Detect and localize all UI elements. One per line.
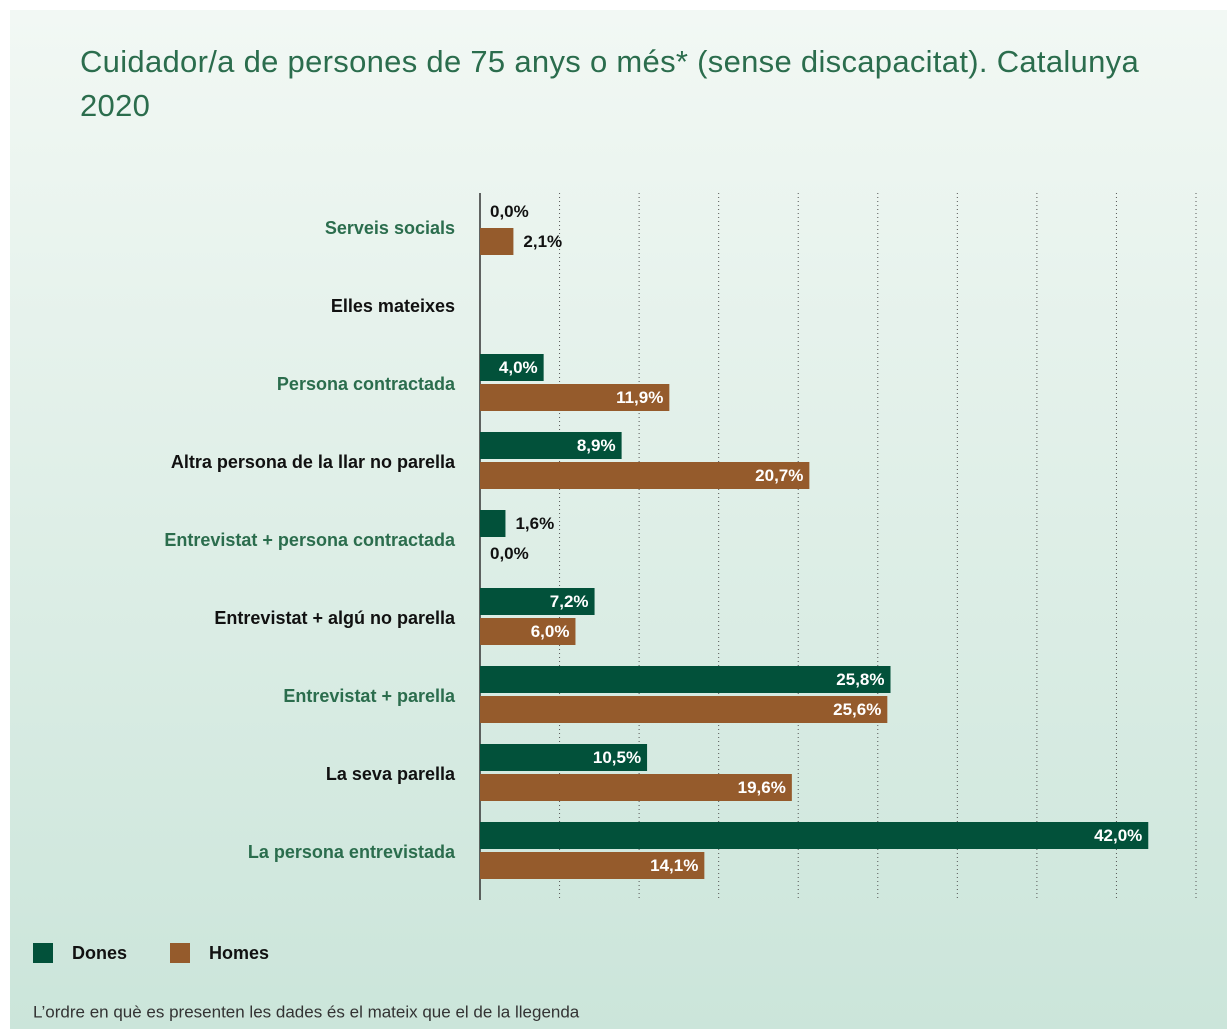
- category-label: Entrevistat + algú no parella: [214, 608, 456, 628]
- footnote: L’ordre en què es presenten les dades és…: [33, 1002, 580, 1021]
- bar: [480, 228, 514, 255]
- category-label: Altra persona de la llar no parella: [171, 452, 456, 472]
- bar: [480, 666, 891, 693]
- bar: [480, 432, 622, 459]
- bar: [480, 588, 595, 615]
- bar: [480, 618, 576, 645]
- value-label: 8,9%: [577, 436, 616, 455]
- value-label: 6,0%: [531, 622, 570, 641]
- category-label: Serveis socials: [325, 218, 455, 238]
- bar: [480, 696, 888, 723]
- value-label: 0,0%: [490, 544, 529, 563]
- bar: [480, 384, 670, 411]
- value-label: 2,1%: [523, 232, 562, 251]
- category-label: Elles mateixes: [331, 296, 455, 316]
- value-label: 1,6%: [515, 514, 554, 533]
- bar: [480, 774, 792, 801]
- category-label: Entrevistat + parella: [283, 686, 456, 706]
- value-label: 42,0%: [1094, 826, 1142, 845]
- legend-swatch: [33, 943, 53, 963]
- legend-swatch: [170, 943, 190, 963]
- value-label: 7,2%: [550, 592, 589, 611]
- value-label: 4,0%: [499, 358, 538, 377]
- value-label: 10,5%: [593, 748, 641, 767]
- bar: [480, 852, 705, 879]
- bar: [480, 744, 648, 771]
- category-label: La persona entrevistada: [248, 842, 456, 862]
- bar: [480, 822, 1149, 849]
- bar: [480, 510, 506, 537]
- value-label: 0,0%: [490, 202, 529, 221]
- category-label: La seva parella: [326, 764, 456, 784]
- value-label: 20,7%: [755, 466, 803, 485]
- value-label: 11,9%: [616, 388, 663, 407]
- value-label: 25,8%: [836, 670, 884, 689]
- value-label: 25,6%: [833, 700, 881, 719]
- legend-label: Dones: [72, 943, 127, 963]
- value-label: 19,6%: [738, 778, 786, 797]
- bar: [480, 354, 544, 381]
- chart-title: Cuidador/a de persones de 75 anys o més*…: [80, 44, 1139, 123]
- legend-label: Homes: [209, 943, 269, 963]
- value-label: 14,1%: [650, 856, 698, 875]
- bar: [480, 462, 810, 489]
- category-label: Persona contractada: [277, 374, 456, 394]
- category-label: Entrevistat + persona contractada: [164, 530, 456, 550]
